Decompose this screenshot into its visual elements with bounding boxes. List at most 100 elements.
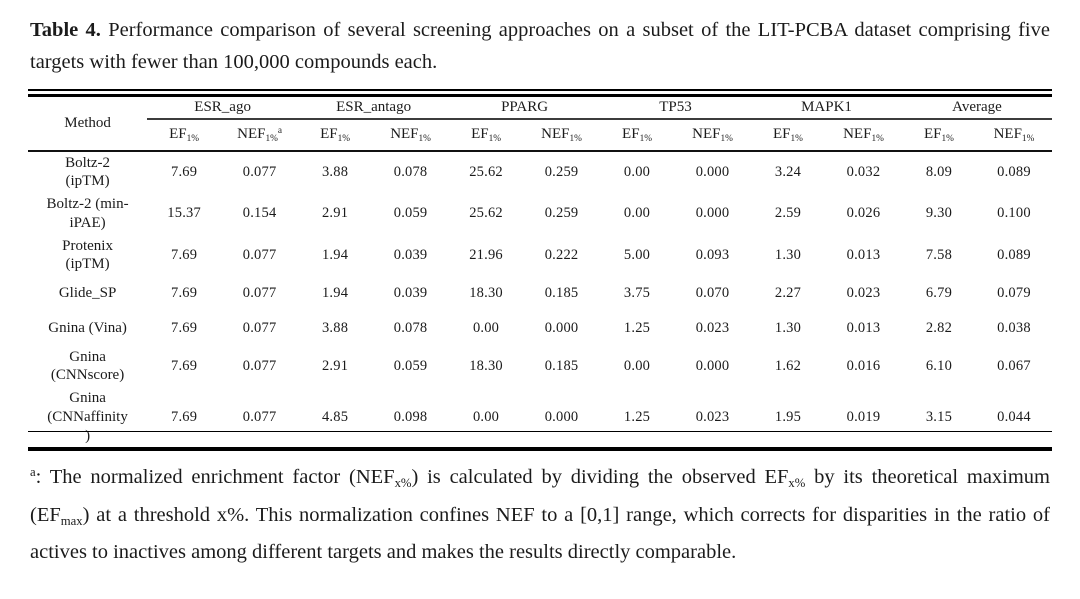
value-cell: 3.88 — [321, 163, 349, 180]
value-cell: 0.077 — [242, 246, 277, 263]
value-cell: 0.00 — [623, 163, 651, 180]
value-cell: 6.10 — [925, 357, 953, 374]
value-cell: 0.077 — [242, 357, 277, 374]
subheader-nef-9: NEF1% — [824, 118, 902, 152]
value-cell: 0.259 — [544, 163, 579, 180]
value-cell: 0.098 — [393, 408, 428, 425]
value-cell: 18.30 — [469, 357, 503, 374]
value-cell: 0.089 — [997, 163, 1031, 180]
group-header-tp53: TP53 — [600, 96, 752, 120]
table-bottom-thin-rule — [28, 431, 1052, 433]
value-cell: 0.023 — [695, 408, 730, 425]
group-header-pparg: PPARG — [449, 96, 601, 120]
value-cell: 0.185 — [544, 357, 579, 374]
subheader-row: EF1% NEF1%a EF1% NEF1% EF1% NEF1% EF1% NEF1% EF1… — [28, 118, 1052, 152]
table-top-double-rule — [28, 88, 1052, 97]
subheader-ef-6: EF1% — [600, 118, 674, 152]
value-cell: 0.259 — [544, 205, 579, 222]
value-cell: 0.00 — [623, 357, 651, 374]
value-cell: 0.000 — [695, 357, 730, 374]
value-cell: 0.000 — [695, 205, 730, 222]
table-caption-text: Performance comparison of several screen… — [30, 19, 1050, 74]
performance-table: Method ESR_ago ESR_antago PPARG TP53 MAPK1 Av… — [28, 96, 1052, 448]
value-cell: 0.077 — [242, 163, 277, 180]
value-cell: 25.62 — [469, 163, 503, 180]
subheader-ef-10: EF1% — [901, 118, 976, 152]
subheader-nef-3: NEF1% — [372, 118, 450, 152]
value-cell: 0.000 — [695, 163, 730, 180]
value-cell: 2.59 — [774, 205, 802, 222]
value-cell: 0.154 — [242, 205, 277, 222]
subheader-nef-1: NEF1%a — [221, 118, 299, 152]
subheader-ef-8: EF1% — [751, 118, 825, 152]
value-cell: 0.023 — [846, 285, 881, 302]
subheader-ef-2: EF1% — [298, 118, 373, 152]
value-cell: 0.070 — [695, 285, 730, 302]
subheader-ef-0: EF1% — [147, 118, 222, 152]
value-cell: 0.026 — [846, 205, 881, 222]
table-caption: Table 4. Performance comparison of sever… — [30, 14, 1050, 79]
method-cell: Gnina (CNNscore) — [50, 348, 125, 384]
value-cell: 1.30 — [774, 319, 802, 336]
value-cell: 7.69 — [171, 246, 198, 263]
value-cell: 0.100 — [997, 205, 1031, 222]
table-row: Protenix (ipTM) 7.69 0.077 1.94 0.039 21.96 0.… — [28, 235, 1052, 277]
value-cell: 1.95 — [774, 408, 802, 425]
value-cell: 0.00 — [472, 408, 500, 425]
value-cell: 0.000 — [544, 319, 579, 336]
value-cell: 3.75 — [623, 285, 651, 302]
table-row: Gnina (Vina) 7.69 0.077 3.88 0.078 0.00 0.000 1… — [28, 311, 1052, 346]
value-cell: 0.077 — [242, 285, 277, 302]
group-header-esr_antago: ESR_antago — [298, 96, 450, 120]
value-cell: 3.88 — [321, 319, 349, 336]
value-cell: 7.69 — [171, 319, 198, 336]
value-cell: 0.00 — [472, 319, 500, 336]
group-header-row: Method ESR_ago ESR_antago PPARG TP53 MAPK1 Av… — [28, 96, 1052, 152]
method-cell: Boltz-2 (min- iPAE) — [46, 196, 129, 231]
value-cell: 21.96 — [469, 246, 503, 263]
value-cell: 0.013 — [846, 246, 881, 263]
value-cell: 0.038 — [997, 319, 1031, 336]
value-cell: 0.019 — [846, 408, 881, 425]
value-cell: 0.093 — [695, 246, 730, 263]
value-cell: 1.25 — [623, 319, 651, 336]
group-header-mapk1: MAPK1 — [751, 96, 902, 120]
value-cell: 0.077 — [242, 319, 277, 336]
value-cell: 5.00 — [623, 246, 651, 263]
value-cell: 2.91 — [321, 357, 349, 374]
table-wrapper: Method ESR_ago ESR_antago PPARG TP53 MAPK1 Av… — [28, 96, 1052, 452]
value-cell: 0.039 — [393, 285, 428, 302]
value-cell: 0.013 — [846, 319, 881, 336]
table-footnote: a: The normalized enrichment factor (NEF… — [30, 465, 1051, 563]
value-cell: 0.00 — [623, 205, 651, 222]
value-cell: 1.94 — [321, 285, 349, 302]
value-cell: 6.79 — [925, 285, 953, 302]
value-cell: 1.30 — [774, 246, 802, 263]
value-cell: 3.24 — [774, 163, 802, 180]
group-header-esr_ago: ESR_ago — [147, 96, 299, 120]
table-row: Boltz-2 (ipTM) 7.69 0.077 3.88 0.078 25.62 0.2… — [28, 151, 1052, 194]
value-cell: 0.059 — [393, 357, 428, 374]
value-cell: 25.62 — [469, 205, 503, 222]
subheader-nef-11: NEF1% — [975, 118, 1052, 152]
value-cell: 2.27 — [774, 285, 802, 302]
subheader-nef-7: NEF1% — [673, 118, 752, 152]
method-column-header: Method — [28, 96, 148, 152]
method-cell: Boltz-2 (ipTM) — [65, 154, 111, 190]
value-cell: 0.089 — [997, 246, 1031, 263]
table-row: Gnina (CNNscore) 7.69 0.077 2.91 0.059 18.30 0… — [28, 346, 1052, 388]
value-cell: 0.044 — [997, 408, 1031, 425]
value-cell: 0.222 — [544, 246, 579, 263]
value-cell: 1.25 — [623, 408, 651, 425]
value-cell: 0.039 — [393, 246, 428, 263]
value-cell: 4.85 — [321, 408, 349, 425]
value-cell: 9.30 — [925, 205, 953, 222]
value-cell: 7.58 — [925, 246, 953, 263]
value-cell: 3.15 — [925, 408, 953, 425]
value-cell: 1.62 — [774, 357, 802, 374]
value-cell: 0.078 — [393, 319, 428, 336]
value-cell: 7.69 — [171, 163, 198, 180]
table-body: Boltz-2 (ipTM) 7.69 0.077 3.88 0.078 25.62 0.2… — [28, 151, 1052, 448]
group-header-average: Average — [901, 96, 1052, 120]
method-cell: Gnina (CNNaffinity ) — [47, 390, 128, 444]
